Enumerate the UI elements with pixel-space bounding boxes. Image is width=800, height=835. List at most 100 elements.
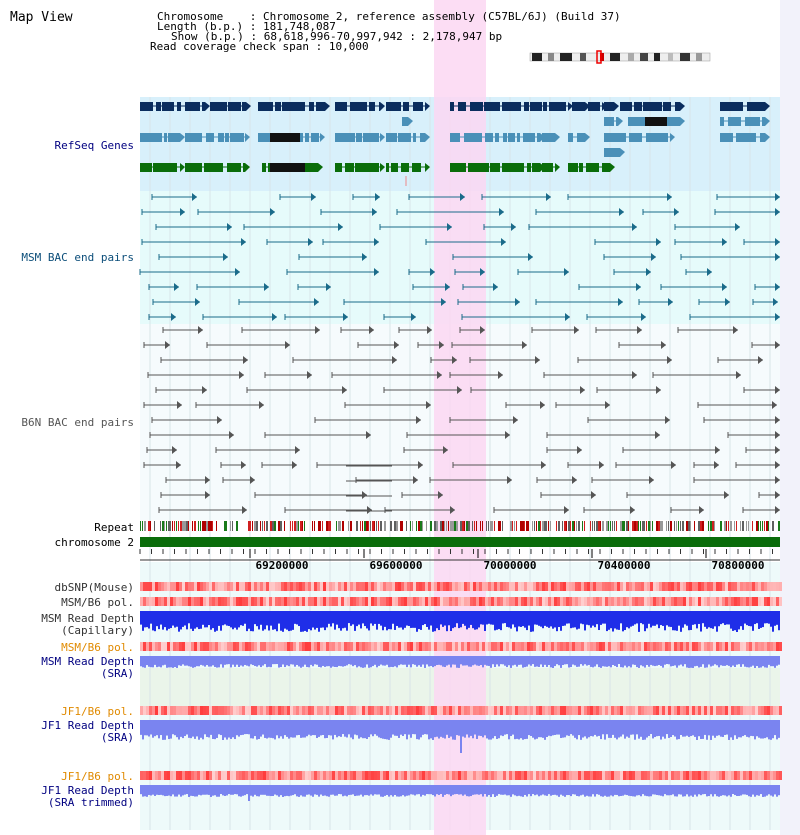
jf1-b6-pol-strip — [476, 706, 479, 715]
msm-depth-capillary-bar — [542, 611, 544, 629]
repeat-element — [216, 521, 217, 531]
track-label-jf1-b6-pol-1[interactable]: JF1/B6 pol. — [61, 705, 134, 718]
jf1-depth-sra-bar — [380, 720, 382, 739]
msm-depth-sra-bar — [672, 656, 674, 666]
dbsnp-strip — [494, 582, 497, 591]
msm-bac-arrow — [501, 238, 506, 246]
msm-b6-pol-strip — [602, 597, 605, 606]
jf1-b6-pol-trim-strip — [599, 771, 602, 780]
track-label-msm-bac[interactable]: MSM BAC end pairs — [21, 251, 134, 264]
b6n-bac-arrow — [367, 506, 372, 514]
jf1-depth-trim-bar — [706, 785, 708, 797]
msm-depth-capillary-bar — [508, 611, 510, 628]
jf1-depth-sra-bar — [756, 720, 758, 737]
msm-bac-arrow — [641, 313, 646, 321]
jf1-depth-trim-bar — [486, 785, 488, 797]
msm-depth-sra-bar — [414, 656, 416, 665]
b6n-bac-arrow — [452, 356, 457, 364]
jf1-depth-trim-bar — [424, 785, 426, 796]
dbsnp-strip — [380, 582, 383, 591]
msm-depth-sra-bar — [636, 656, 638, 668]
track-label-jf1-b6-pol-2[interactable]: JF1/B6 pol. — [61, 770, 134, 783]
b6n-bac-arrow — [775, 446, 780, 454]
repeat-element — [514, 521, 515, 531]
repeat-element — [562, 521, 563, 531]
repeat-element — [682, 521, 684, 531]
msm-b6-pol-strip — [518, 597, 521, 606]
b6n-bac-arrow — [342, 386, 347, 394]
jf1-depth-sra-bar — [448, 720, 450, 738]
jf1-depth-sra-bar — [142, 720, 144, 740]
jf1-b6-pol-strip — [359, 706, 362, 715]
gene-exon — [666, 117, 680, 126]
msm-b6-pol-strip — [671, 597, 674, 606]
msm-depth-sra-bar — [438, 656, 440, 665]
jf1-depth-trim-bar — [624, 785, 626, 795]
track-label-chromosome[interactable]: chromosome 2 — [54, 536, 134, 549]
msm-b6-pol-sra-strip — [749, 642, 752, 651]
track-label-refseq[interactable]: RefSeq Genes — [54, 139, 134, 152]
track-label-msm-b6-pol-1[interactable]: MSM/B6 pol. — [61, 596, 134, 609]
jf1-depth-trim-bar — [614, 785, 616, 795]
jf1-depth-sra-bar — [486, 720, 488, 739]
jf1-depth-sra-bar — [598, 720, 600, 736]
track-label-msm-depth-sra[interactable]: MSM Read Depth (SRA) — [41, 656, 134, 680]
msm-b6-pol-sra-strip — [494, 642, 497, 651]
msm-b6-pol-strip — [341, 597, 344, 606]
track-label-repeat[interactable]: Repeat — [94, 521, 134, 534]
msm-b6-pol-strip — [545, 597, 548, 606]
jf1-depth-sra-bar — [472, 720, 474, 739]
track-label-msm-depth-capillary[interactable]: MSM Read Depth (Capillary) — [41, 613, 134, 637]
msm-depth-sra-bar — [194, 656, 196, 668]
msm-bac-arrow — [180, 208, 185, 216]
track-label-b6n-bac[interactable]: B6N BAC end pairs — [21, 416, 134, 429]
jf1-b6-pol-trim-strip — [476, 771, 479, 780]
b6n-bac-arrow — [416, 416, 421, 424]
dbsnp-strip — [653, 582, 656, 591]
msm-depth-sra-bar — [594, 656, 596, 667]
jf1-depth-trim-bar — [212, 785, 214, 796]
msm-depth-capillary-bar — [692, 611, 694, 625]
msm-b6-pol-strip — [230, 597, 233, 606]
msm-depth-sra-bar — [442, 656, 444, 667]
msm-depth-capillary-bar — [158, 611, 160, 630]
jf1-depth-sra-bar — [646, 720, 648, 738]
jf1-b6-pol-strip — [398, 706, 401, 715]
msm-bac-arrow — [480, 268, 485, 276]
msm-depth-sra-bar — [276, 656, 278, 665]
gene-strand-arrow — [680, 117, 685, 126]
msm-depth-sra-bar — [768, 656, 770, 665]
jf1-b6-pol-trim-strip — [191, 771, 194, 780]
msm-b6-pol-sra-strip — [308, 642, 311, 651]
msm-b6-pol-strip — [689, 597, 692, 606]
track-label-dbsnp[interactable]: dbSNP(Mouse) — [54, 581, 134, 594]
jf1-b6-pol-trim-strip — [725, 771, 728, 780]
msm-depth-capillary-bar — [602, 611, 604, 624]
repeat-element — [450, 521, 452, 531]
msm-depth-capillary-bar — [704, 611, 706, 627]
gene-strand-arrow — [620, 148, 625, 157]
jf1-depth-trim-bar — [696, 785, 698, 797]
jf1-b6-pol-strip — [719, 706, 722, 715]
repeat-element — [254, 521, 256, 531]
msm-depth-sra-bar — [588, 656, 590, 665]
gene-strand-arrow — [320, 133, 325, 142]
msm-bac-arrow — [338, 223, 343, 231]
chromosome-label: Chromosome — [157, 10, 224, 23]
track-label-jf1-depth-trimmed[interactable]: JF1 Read Depth (SRA trimmed) — [41, 785, 134, 809]
msm-depth-sra-bar — [652, 656, 654, 666]
jf1-b6-pol-strip — [530, 706, 533, 715]
msm-b6-pol-strip — [503, 597, 506, 606]
gene-exon — [508, 133, 515, 142]
msm-depth-sra-bar — [208, 656, 210, 667]
track-label-jf1-depth-sra[interactable]: JF1 Read Depth (SRA) — [41, 720, 134, 744]
jf1-b6-pol-trim-strip — [386, 771, 389, 780]
track-label-msm-b6-pol-2[interactable]: MSM/B6 pol. — [61, 641, 134, 654]
msm-b6-pol-strip — [194, 597, 197, 606]
msm-b6-pol-sra-strip — [374, 642, 377, 651]
msm-b6-pol-strip — [494, 597, 497, 606]
length-info-row: Length (b.p.) : 181,748,087 — [157, 20, 336, 33]
msm-b6-pol-strip — [527, 597, 530, 606]
msm-depth-capillary-bar — [746, 611, 748, 626]
